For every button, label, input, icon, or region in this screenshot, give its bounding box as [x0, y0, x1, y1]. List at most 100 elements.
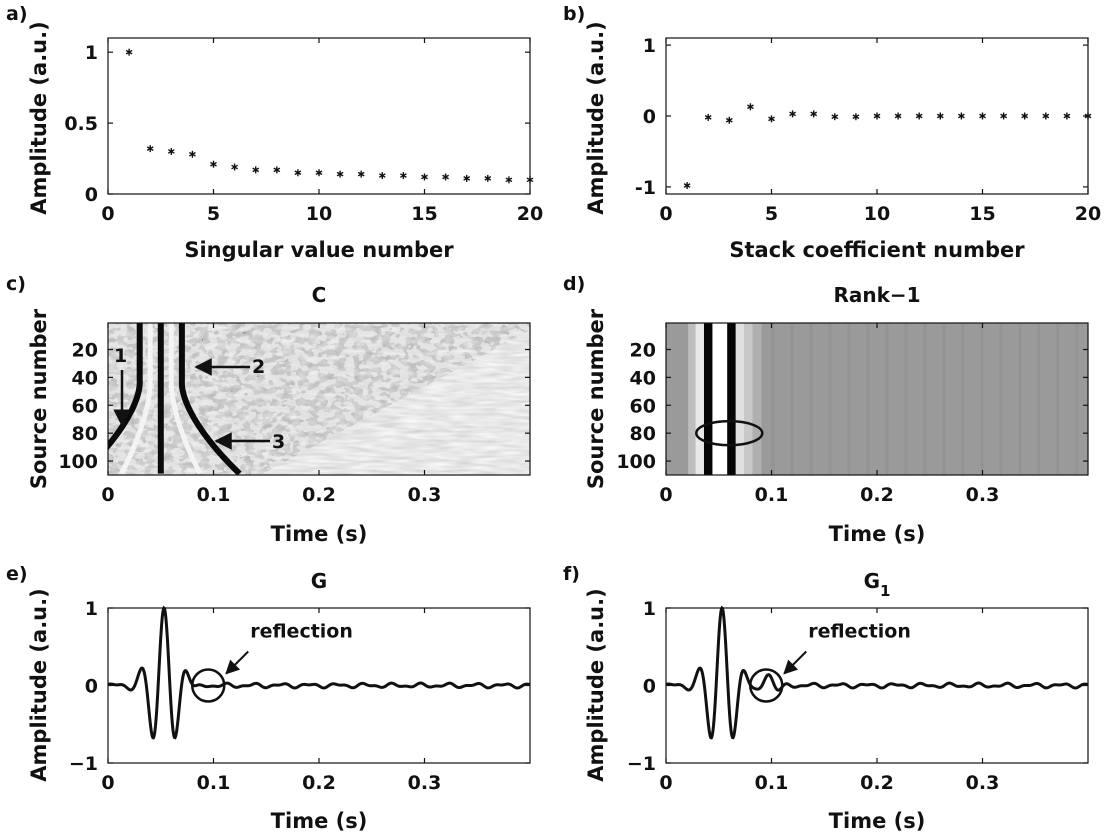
data-point [189, 150, 196, 158]
data-point-marker [936, 113, 944, 119]
rank1-column [923, 323, 927, 475]
data-point-marker [421, 174, 428, 180]
panel-e-series-line [107, 605, 530, 740]
data-point [357, 170, 365, 178]
panel-f-ylabel: Amplitude (a.u.) [584, 588, 608, 781]
data-point-marker [442, 174, 449, 180]
data-point-marker [357, 171, 365, 177]
data-point [378, 172, 386, 180]
panel-b-ytick-label: 1 [643, 35, 656, 57]
direct-wave-stripe [168, 323, 203, 475]
panel-a-xtick-label: 5 [207, 203, 220, 225]
panel-f-title-subscript: 1 [880, 582, 890, 600]
data-point [958, 112, 965, 120]
data-point-marker [810, 111, 818, 117]
panel-e-xtick-label: 0.3 [408, 772, 442, 794]
panel-a-ticks: 0 5 10 15 20 0 0.5 1 [64, 38, 543, 225]
rank1-column [752, 323, 762, 475]
data-point [167, 147, 175, 155]
data-point-marker [378, 173, 386, 178]
data-point-marker [958, 113, 965, 119]
data-point-marker [747, 104, 754, 110]
annotation-label-1: 1 [114, 345, 127, 367]
panel-c-ticks: 0 0.1 0.2 0.3 20 40 60 80 100 [58, 323, 530, 506]
data-point [294, 169, 302, 177]
panel-b-xtick-label: 5 [765, 203, 778, 225]
data-point-marker [768, 116, 775, 122]
panel-a-ytick-label: 0 [85, 184, 98, 206]
panel-a-xlabel: Singular value number [184, 238, 454, 262]
panel-b: b) 0 5 10 15 20-101 Stack coefficient number… [563, 3, 1101, 262]
data-point-marker [484, 176, 492, 181]
direct-wave-stripe [119, 323, 153, 475]
data-point-marker [683, 183, 691, 188]
reflection-arrow [783, 650, 807, 675]
panel-e: e) G reflection 0 0.1 0.2 0.3−101 Time (s) … [6, 563, 531, 833]
panel-d-xtick-label: 0.1 [755, 484, 789, 506]
panel-f-xtick-label: 0 [659, 772, 672, 794]
rank1-column [904, 323, 908, 475]
reflection-arrow [225, 650, 249, 675]
panel-f-ticks: 0 0.1 0.2 0.3−101 [627, 598, 1088, 794]
data-point-marker [704, 115, 712, 120]
rank1-column [744, 323, 754, 475]
panel-d-heatmap-image [666, 323, 1088, 475]
panel-c: c) C 0 0.1 0.2 0.3 20 40 60 80 100 1 2 3 Time (s… [6, 273, 531, 546]
data-point-marker [336, 171, 344, 177]
panel-c-xtick-label: 0.2 [302, 484, 336, 506]
panel-b-xtick-label: 0 [659, 203, 672, 225]
data-point [704, 113, 712, 121]
panel-label-a: a) [6, 3, 28, 25]
data-point [683, 181, 691, 189]
panel-d-xlabel: Time (s) [829, 522, 926, 546]
data-point [873, 112, 881, 120]
panel-label-e: e) [6, 563, 28, 585]
panel-c-ytick-label: 80 [72, 423, 98, 445]
data-point [252, 166, 260, 174]
data-point-marker [725, 117, 733, 123]
rank1-column [847, 323, 851, 475]
data-point-marker [831, 114, 839, 120]
panel-e-ylabel: Amplitude (a.u.) [27, 588, 51, 781]
rank1-column [942, 323, 946, 475]
data-point [1042, 112, 1050, 120]
data-point [526, 176, 534, 184]
data-point-marker [463, 176, 471, 181]
rank1-column [885, 323, 889, 475]
panel-e-ytick-label: −1 [69, 753, 98, 775]
panel-d-ticks: 0 0.1 0.2 0.3 20 40 60 80 100 [616, 323, 1088, 506]
panel-f-ytick-label: 1 [643, 598, 656, 620]
data-point [915, 112, 923, 120]
panel-f-ytick-label: −1 [627, 753, 656, 775]
panel-label-b: b) [563, 3, 585, 25]
data-point [725, 116, 733, 124]
panel-e-xtick-label: 0.2 [302, 772, 336, 794]
panel-c-xtick-label: 0 [101, 484, 114, 506]
panel-e-ytick-label: 1 [85, 598, 98, 620]
data-point [463, 174, 471, 182]
rank1-column [1018, 323, 1022, 475]
panel-d-xtick-label: 0.3 [966, 484, 1000, 506]
reflection-circle [748, 668, 784, 703]
rank1-column [771, 323, 775, 475]
direct-wave-stripe [108, 323, 143, 451]
panel-label-f: f) [563, 563, 580, 585]
data-point-marker [146, 146, 154, 151]
data-point [747, 103, 754, 111]
panel-c-ylabel: Source number [27, 308, 51, 489]
data-point [979, 112, 986, 120]
data-point-marker [294, 170, 302, 176]
panel-e-title: G [311, 569, 327, 593]
panel-b-ytick-label: -1 [635, 177, 656, 199]
rank1-column [790, 323, 794, 475]
rank1-column [1075, 323, 1079, 475]
panel-f-title-main: G [864, 569, 880, 593]
panel-c-xlabel: Time (s) [271, 522, 368, 546]
panel-d-ytick-label: 20 [630, 339, 656, 361]
panel-f-series-line [665, 605, 1088, 740]
rank1-column [727, 323, 737, 475]
panel-label-c: c) [6, 273, 26, 295]
data-point [484, 174, 492, 182]
data-point-marker [873, 113, 881, 119]
data-point [1021, 112, 1029, 120]
